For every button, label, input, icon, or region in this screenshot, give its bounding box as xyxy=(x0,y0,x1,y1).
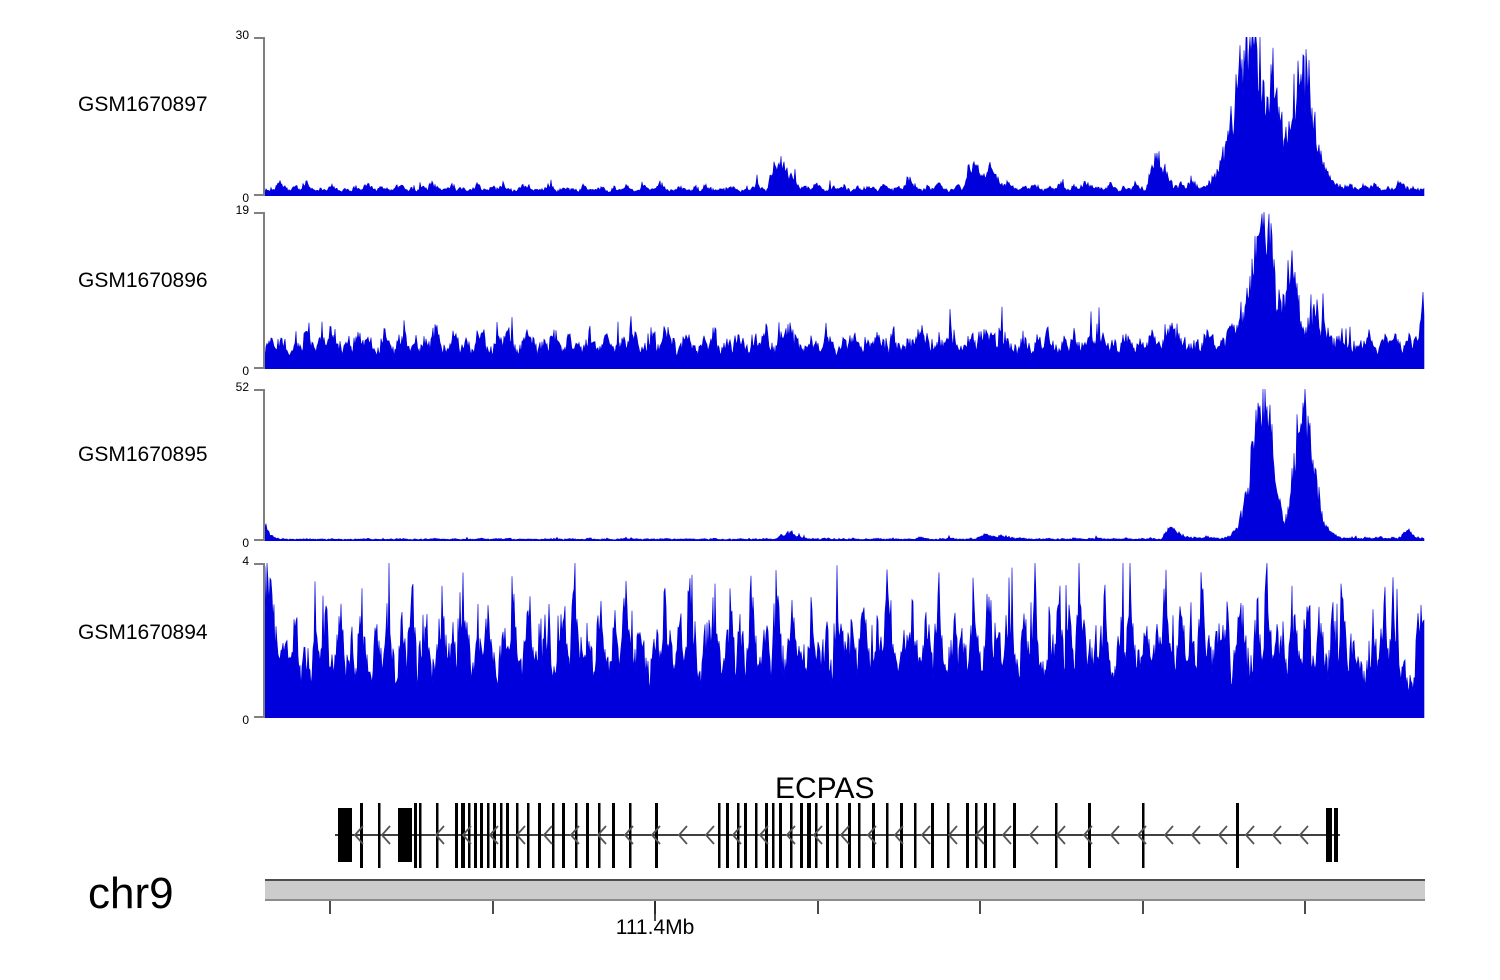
axis-tick-bottom xyxy=(254,367,265,369)
coverage-signal-gsm1670894 xyxy=(265,563,1425,718)
track-label-gsm1670896: GSM1670896 xyxy=(78,269,208,292)
axis-max-label: 52 xyxy=(235,380,249,394)
axis-tick-top xyxy=(254,212,265,214)
track-label-gsm1670895: GSM1670895 xyxy=(78,443,208,466)
axis-max-label: 19 xyxy=(235,203,249,217)
chromosome-label: chr9 xyxy=(88,869,174,918)
axis-tick-top xyxy=(254,563,265,565)
coverage-signal-gsm1670896 xyxy=(265,212,1425,369)
track-label-gsm1670894: GSM1670894 xyxy=(78,621,208,644)
coverage-signal-gsm1670897 xyxy=(265,37,1425,196)
axis-min-label: 0 xyxy=(242,364,249,378)
axis-line xyxy=(263,212,265,369)
axis-tick-top xyxy=(254,389,265,391)
axis-min-label: 0 xyxy=(242,713,249,727)
axis-tick-bottom xyxy=(254,194,265,196)
coverage-signal-gsm1670895 xyxy=(265,389,1425,541)
axis-line xyxy=(263,37,265,196)
ruler-tick-label: 111.4Mb xyxy=(615,916,695,939)
axis-line xyxy=(263,389,265,541)
axis-min-label: 0 xyxy=(242,536,249,550)
ideogram-bar[interactable] xyxy=(265,879,1425,901)
axis-max-label: 30 xyxy=(235,28,249,42)
axis-tick-bottom xyxy=(254,716,265,718)
axis-min-label: 0 xyxy=(242,191,249,205)
track-label-gsm1670897: GSM1670897 xyxy=(78,93,208,116)
axis-tick-bottom xyxy=(254,539,265,541)
axis-line xyxy=(263,563,265,718)
axis-max-label: 4 xyxy=(242,554,249,568)
axis-tick-top xyxy=(254,37,265,39)
